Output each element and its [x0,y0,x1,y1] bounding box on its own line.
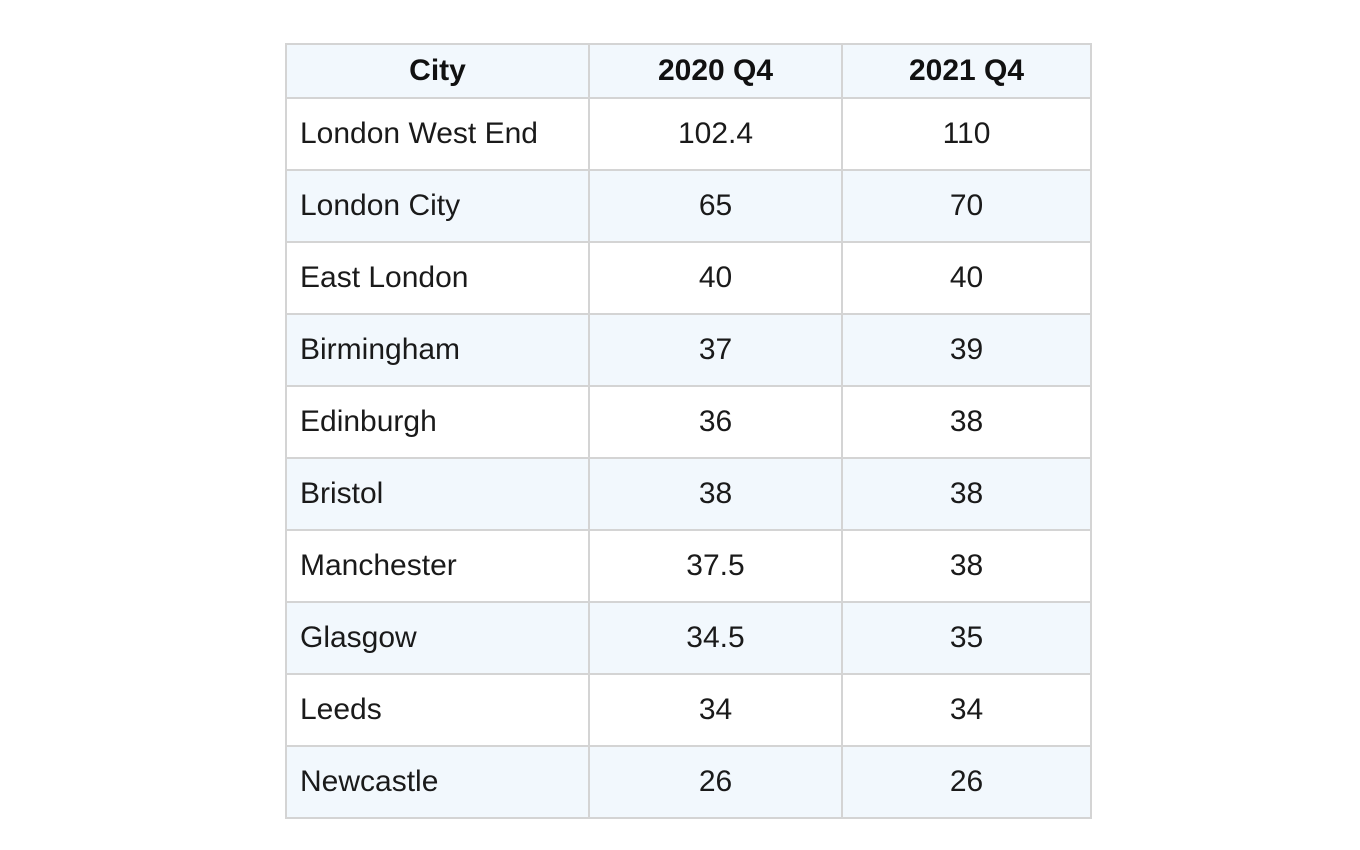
column-header-city: City [285,43,590,99]
cell-2020-q4: 38 [588,457,843,531]
table-row: Bristol 38 38 [285,457,1092,531]
column-header-2020-q4: 2020 Q4 [588,43,843,99]
table-row: Glasgow 34.5 35 [285,601,1092,675]
table-row: Edinburgh 36 38 [285,385,1092,459]
cell-city: Manchester [285,529,590,603]
cell-2020-q4: 65 [588,169,843,243]
data-table: City 2020 Q4 2021 Q4 London West End 102.… [285,43,1092,819]
header-row: City 2020 Q4 2021 Q4 [285,43,1092,99]
cell-city: Edinburgh [285,385,590,459]
data-table-container: City 2020 Q4 2021 Q4 London West End 102.… [285,43,1092,819]
cell-2020-q4: 34 [588,673,843,747]
cell-city: London City [285,169,590,243]
cell-city: Leeds [285,673,590,747]
cell-2020-q4: 26 [588,745,843,819]
column-header-2021-q4: 2021 Q4 [841,43,1092,99]
cell-2021-q4: 34 [841,673,1092,747]
cell-2020-q4: 102.4 [588,97,843,171]
cell-2020-q4: 37.5 [588,529,843,603]
cell-2021-q4: 38 [841,385,1092,459]
cell-2021-q4: 38 [841,529,1092,603]
cell-city: East London [285,241,590,315]
cell-city: Newcastle [285,745,590,819]
cell-city: Birmingham [285,313,590,387]
table-row: Newcastle 26 26 [285,745,1092,819]
cell-2020-q4: 40 [588,241,843,315]
table-body: London West End 102.4 110 London City 65 70 Ea… [285,97,1092,819]
cell-2021-q4: 40 [841,241,1092,315]
cell-2020-q4: 34.5 [588,601,843,675]
table-row: London City 65 70 [285,169,1092,243]
table-row: Manchester 37.5 38 [285,529,1092,603]
cell-2021-q4: 70 [841,169,1092,243]
cell-2021-q4: 35 [841,601,1092,675]
table-row: London West End 102.4 110 [285,97,1092,171]
cell-2021-q4: 110 [841,97,1092,171]
table-header: City 2020 Q4 2021 Q4 [285,43,1092,99]
cell-city: Bristol [285,457,590,531]
cell-2021-q4: 26 [841,745,1092,819]
cell-2021-q4: 38 [841,457,1092,531]
cell-city: Glasgow [285,601,590,675]
table-row: Birmingham 37 39 [285,313,1092,387]
cell-2021-q4: 39 [841,313,1092,387]
cell-2020-q4: 37 [588,313,843,387]
table-row: East London 40 40 [285,241,1092,315]
cell-2020-q4: 36 [588,385,843,459]
cell-city: London West End [285,97,590,171]
table-row: Leeds 34 34 [285,673,1092,747]
